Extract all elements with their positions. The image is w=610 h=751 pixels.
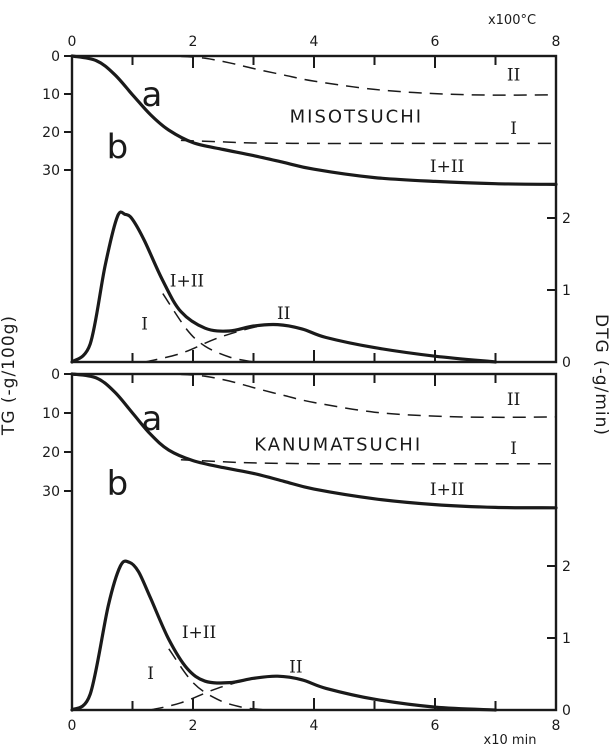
dtg-dashed-curve — [150, 675, 496, 711]
curve-letter-b: b — [107, 128, 129, 168]
y2-tick-label: 0 — [562, 355, 571, 371]
y2-tick-label: 1 — [562, 631, 571, 647]
curve-letter-a: a — [141, 75, 162, 115]
curve-annotation: I — [147, 664, 154, 684]
curve-letter-b: b — [107, 464, 129, 504]
x2-tick-label: 6 — [431, 34, 440, 50]
x-tick-label: 2 — [189, 718, 198, 734]
dtg-solid-curve — [70, 559, 498, 712]
x2-tick-label: 0 — [68, 34, 77, 50]
curve-annotation: I — [141, 315, 148, 335]
chart-panel: 0 2 4 6 80102030012MISOTSUCHIabIIII+III+IIII… — [42, 34, 571, 371]
dtg-dashed-curve — [162, 293, 254, 363]
y-tick-label: 30 — [42, 484, 60, 500]
curve-annotation: II — [289, 658, 302, 678]
y2-tick-label: 0 — [562, 703, 571, 719]
x2-tick-label: 8 — [552, 34, 561, 50]
y-tick-label: 20 — [42, 125, 60, 141]
curve-annotation: I+II — [430, 480, 464, 500]
x2-tick-label: 2 — [189, 34, 198, 50]
chart-panel: 0 2 4 6 80102030012KANUMATSUCHIabIIII+III+II… — [42, 367, 571, 734]
tg-dashed-curve — [180, 55, 557, 96]
x-tick-label: 4 — [310, 718, 319, 734]
curve-annotation: I — [510, 119, 517, 139]
curve-annotation: II — [277, 304, 290, 324]
x2-unit-label: x100°C — [488, 13, 536, 28]
panel-title: MISOTSUCHI — [290, 107, 423, 128]
y-tick-label: 10 — [42, 87, 60, 103]
y-tick-label: 0 — [51, 367, 60, 383]
x-tick-label: 0 — [68, 718, 77, 734]
tg-solid-curve — [70, 372, 558, 510]
y2-tick-label: 2 — [562, 211, 571, 227]
y-tick-label: 20 — [42, 445, 60, 461]
x2-tick-label: 4 — [310, 34, 319, 50]
x-unit-label: x10 min — [484, 733, 537, 748]
y-tick-label: 30 — [42, 163, 60, 179]
tg-dashed-curve — [180, 373, 557, 419]
tg-dashed-curve — [180, 139, 556, 145]
curve-annotation: I — [510, 439, 517, 459]
y2-tick-label: 2 — [562, 559, 571, 575]
curve-annotation: I+II — [430, 157, 464, 177]
y2-axis-title: DTG (-g/min) — [591, 314, 610, 436]
tg-solid-curve — [70, 54, 558, 186]
y-tick-label: 0 — [51, 49, 60, 65]
curve-annotation: II — [507, 390, 520, 410]
dtg-dashed-curve — [168, 648, 266, 711]
x-tick-label: 8 — [552, 718, 561, 734]
y-axis-title: TG (-g/100g) — [0, 315, 19, 436]
tg-dashed-curve — [180, 459, 556, 465]
x-tick-label: 6 — [431, 718, 440, 734]
y2-tick-label: 1 — [562, 283, 571, 299]
curve-letter-a: a — [141, 399, 162, 439]
y-tick-label: 10 — [42, 406, 60, 422]
curve-annotation: I+II — [182, 623, 216, 643]
curve-annotation: I+II — [170, 271, 204, 291]
curve-annotation: II — [507, 66, 520, 86]
panel-title: KANUMATSUCHI — [254, 434, 422, 455]
dtg-solid-curve — [70, 210, 498, 364]
dtg-dashed-curve — [144, 323, 496, 363]
